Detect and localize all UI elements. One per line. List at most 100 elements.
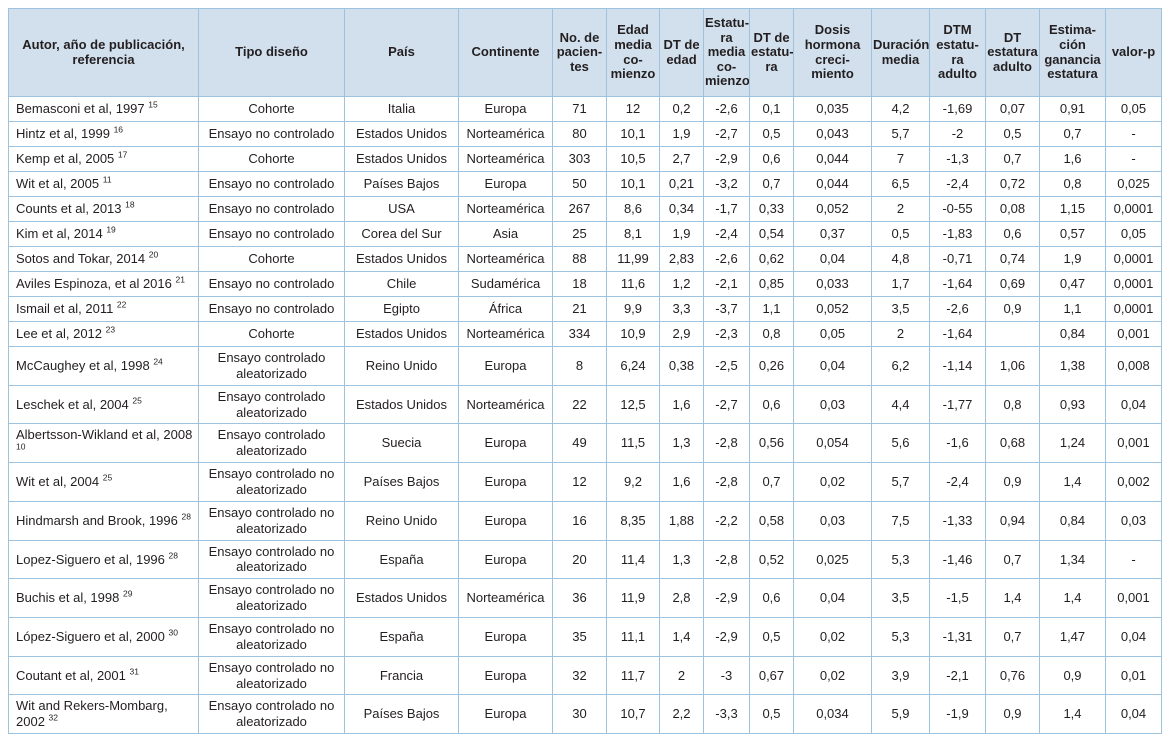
- value-cell: 0,72: [985, 171, 1040, 197]
- value-cell: 0,5: [749, 694, 794, 735]
- continent-cell: Asia: [458, 221, 553, 247]
- country-cell: España: [344, 539, 459, 580]
- col-header-age-sd: DT de edad: [659, 8, 704, 97]
- table-row: Buchis et al, 1998 29 Ensayo controlado n…: [8, 578, 1162, 619]
- value-cell: 1,4: [1039, 462, 1106, 502]
- value-cell: 0,74: [985, 246, 1040, 272]
- value-cell: 5,9: [871, 694, 930, 735]
- value-cell: 1,15: [1039, 196, 1106, 222]
- value-cell: 4,4: [871, 384, 930, 425]
- table-row: Hindmarsh and Brook, 1996 28 Ensayo contr…: [8, 500, 1162, 541]
- value-cell: 1,24: [1039, 423, 1106, 464]
- author-cell: Wit et al, 2005 11: [8, 171, 199, 197]
- continent-cell: Europa: [458, 694, 553, 735]
- value-cell: 1,4: [1039, 578, 1106, 619]
- value-cell: 0,9: [985, 462, 1040, 502]
- table-row: Wit et al, 2004 25 Ensayo controlado no a…: [8, 462, 1162, 502]
- value-cell: 0,03: [1105, 500, 1162, 541]
- value-cell: -2,9: [703, 578, 750, 619]
- value-cell: 11,9: [606, 578, 660, 619]
- value-cell: 12: [552, 462, 607, 502]
- design-cell: Ensayo controlado no aleatorizado: [198, 500, 345, 541]
- continent-cell: Europa: [458, 539, 553, 580]
- value-cell: 11,7: [606, 655, 660, 696]
- col-header-country: País: [344, 8, 459, 97]
- value-cell: 10,9: [606, 321, 660, 347]
- table-row: Kemp et al, 2005 17 Cohorte Estados Unidos…: [8, 146, 1162, 172]
- reference-superscript: 28: [181, 511, 191, 522]
- value-cell: 0,044: [793, 171, 872, 197]
- value-cell: 0,54: [749, 221, 794, 247]
- reference-superscript: 25: [132, 395, 142, 406]
- author-cell: Kemp et al, 2005 17: [8, 146, 199, 172]
- country-cell: Estados Unidos: [344, 121, 459, 147]
- continent-cell: Sudamérica: [458, 271, 553, 297]
- value-cell: 1,1: [1039, 296, 1106, 322]
- value-cell: 0,04: [1105, 384, 1162, 425]
- continent-cell: Norteamérica: [458, 384, 553, 425]
- value-cell: 0,025: [1105, 171, 1162, 197]
- continent-cell: Norteamérica: [458, 146, 553, 172]
- value-cell: 1,4: [659, 617, 704, 657]
- reference-superscript: 31: [129, 666, 139, 677]
- value-cell: 0,7: [985, 146, 1040, 172]
- reference-superscript: 10: [16, 441, 26, 452]
- value-cell: 9,2: [606, 462, 660, 502]
- reference-superscript: 16: [113, 124, 124, 135]
- country-cell: Egipto: [344, 296, 459, 322]
- reference-superscript: 32: [48, 713, 59, 723]
- value-cell: 16: [552, 500, 607, 541]
- value-cell: 0,2: [659, 96, 704, 122]
- value-cell: 5,7: [871, 462, 930, 502]
- value-cell: 2: [871, 196, 930, 222]
- table-row: Leschek et al, 2004 25 Ensayo controlado …: [8, 384, 1162, 425]
- value-cell: 1,2: [659, 271, 704, 297]
- value-cell: 5,7: [871, 121, 930, 147]
- author-cell: Lee et al, 2012 23: [8, 321, 199, 347]
- value-cell: 0,6: [749, 384, 794, 425]
- continent-cell: Norteamérica: [458, 121, 553, 147]
- author-cell: Wit et al, 2004 25: [8, 462, 199, 502]
- value-cell: 7,5: [871, 500, 930, 541]
- value-cell: 1,47: [1039, 617, 1106, 657]
- continent-cell: Europa: [458, 96, 553, 122]
- value-cell: 32: [552, 655, 607, 696]
- continent-cell: Europa: [458, 346, 553, 386]
- value-cell: 0,05: [1105, 96, 1162, 122]
- value-cell: -2: [929, 121, 986, 147]
- author-cell: Leschek et al, 2004 25: [8, 384, 199, 425]
- value-cell: -2,1: [929, 655, 986, 696]
- col-header-design: Tipo diseño: [198, 8, 345, 97]
- author-cell: Aviles Espinoza, et al 2016 21: [8, 271, 199, 297]
- value-cell: -3,7: [703, 296, 750, 322]
- value-cell: 12: [606, 96, 660, 122]
- value-cell: 1,7: [871, 271, 930, 297]
- value-cell: 25: [552, 221, 607, 247]
- value-cell: 334: [552, 321, 607, 347]
- country-cell: Corea del Sur: [344, 221, 459, 247]
- value-cell: 8,6: [606, 196, 660, 222]
- country-cell: Estados Unidos: [344, 146, 459, 172]
- continent-cell: Europa: [458, 423, 553, 464]
- value-cell: 2,7: [659, 146, 704, 172]
- value-cell: 0,04: [1105, 694, 1162, 735]
- value-cell: 11,4: [606, 539, 660, 580]
- col-header-adult-height-dtm: DTM estatu- ra adulto: [929, 8, 986, 97]
- value-cell: 2: [871, 321, 930, 347]
- table-row: Wit and Rekers-Mombarg, 2002 32 Ensayo co…: [8, 694, 1162, 735]
- design-cell: Cohorte: [198, 246, 345, 272]
- value-cell: 0,5: [749, 617, 794, 657]
- value-cell: 0,7: [1039, 121, 1106, 147]
- table-row: Counts et al, 2013 18 Ensayo no controlad…: [8, 196, 1162, 222]
- col-header-mean-duration: Duración media: [871, 8, 930, 97]
- value-cell: 0,02: [793, 655, 872, 696]
- continent-cell: África: [458, 296, 553, 322]
- value-cell: 0,008: [1105, 346, 1162, 386]
- country-cell: Reino Unido: [344, 500, 459, 541]
- value-cell: 1,3: [659, 423, 704, 464]
- reference-superscript: 15: [148, 99, 158, 110]
- value-cell: 5,3: [871, 617, 930, 657]
- value-cell: 2,2: [659, 694, 704, 735]
- country-cell: Estados Unidos: [344, 384, 459, 425]
- col-header-mean-start-age: Edad media co- mienzo: [606, 8, 660, 97]
